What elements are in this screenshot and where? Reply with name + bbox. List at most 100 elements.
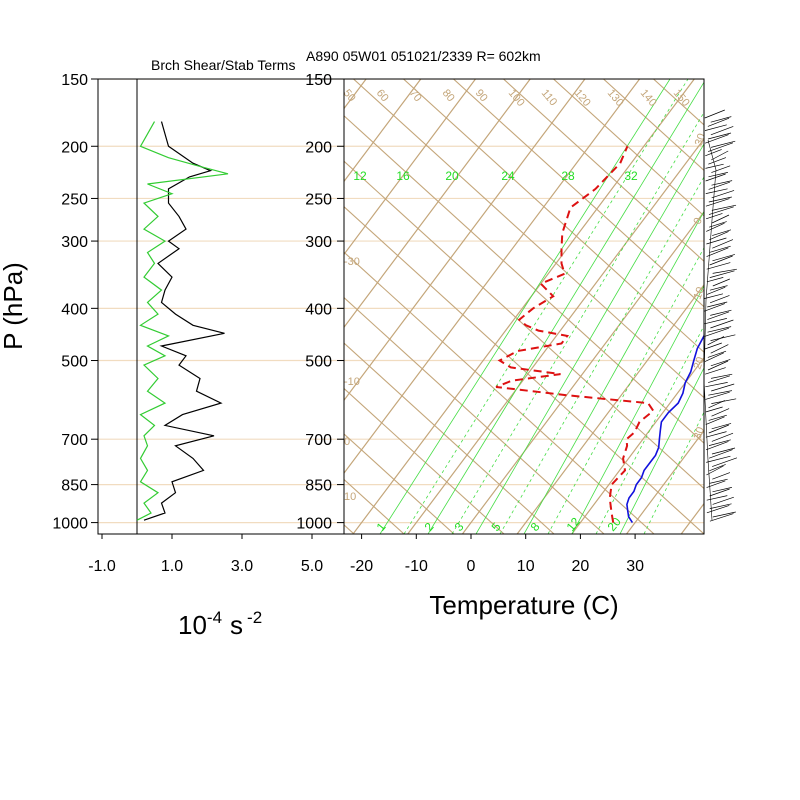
barb-staff-line	[703, 139, 717, 521]
wind-barb	[711, 423, 732, 430]
x-tick-label-left: 3.0	[231, 558, 253, 575]
wind-barb	[705, 188, 728, 194]
wind-barb	[712, 239, 734, 249]
mixing-ratio-bottom-label: 2	[422, 520, 437, 534]
wind-barb	[712, 254, 735, 262]
wind-barb	[706, 495, 728, 501]
wind-barb	[708, 424, 729, 434]
wind-barb	[709, 464, 726, 472]
wind-barb	[708, 157, 727, 165]
isotherm-line	[344, 79, 531, 329]
left-x-label-exp: -4	[207, 608, 222, 627]
wind-barb	[704, 109, 725, 119]
mixing-ratio-bottom-label: 1	[374, 520, 389, 534]
dry-adiabat-line	[0, 79, 254, 534]
wind-barb	[708, 172, 728, 178]
isotherm-line	[571, 356, 704, 534]
y-tick-label-left: 250	[61, 191, 88, 208]
mixing-ratio-line	[619, 366, 704, 534]
wind-barb	[712, 496, 734, 505]
wind-barb	[704, 318, 727, 325]
theta-label: 100	[506, 87, 527, 109]
isotherm-line	[0, 79, 311, 534]
wind-barb	[712, 457, 738, 467]
wind-barb	[707, 311, 730, 320]
wind-barb	[709, 488, 730, 497]
wind-barb	[705, 149, 722, 157]
isotherm-line	[0, 79, 202, 534]
wind-barb	[705, 198, 730, 207]
wind-barb	[705, 416, 725, 425]
wind-barb	[708, 439, 731, 446]
wind-barb	[711, 432, 734, 442]
isotherm-line	[0, 79, 257, 534]
x-tick-label-left: 5.0	[301, 558, 323, 575]
y-tick-label-right: 850	[305, 478, 332, 495]
wind-barb	[706, 277, 724, 283]
dry-adiabat-line	[344, 387, 505, 534]
mixing-ratio-line	[379, 79, 671, 534]
y-axis-label: P (hPa)	[0, 262, 28, 350]
x-tick-label-right: 10	[517, 558, 535, 575]
wind-barb	[705, 134, 729, 144]
wind-barb	[706, 237, 727, 245]
wind-barb	[705, 173, 726, 182]
wind-barb	[710, 359, 731, 367]
wind-barb	[706, 262, 731, 270]
wind-barb	[708, 142, 734, 152]
wind-barb	[706, 455, 731, 463]
wind-barb	[709, 503, 732, 509]
wind-barb	[710, 309, 732, 316]
wind-barb	[711, 180, 733, 186]
mixing-ratio-line	[427, 81, 704, 534]
theta-label: 70	[407, 87, 424, 104]
wind-barb	[709, 231, 729, 241]
wind-barb	[711, 383, 735, 392]
x-tick-label-right: 30	[626, 558, 644, 575]
wind-barb	[709, 449, 733, 459]
wind-barb	[709, 245, 731, 253]
isotherm-line	[461, 210, 704, 534]
isotherm-label: 0	[692, 216, 705, 226]
mixing-ratio-line	[523, 210, 704, 534]
wind-barb	[712, 511, 736, 518]
dry-adiabat-line	[344, 205, 704, 534]
wind-barb	[710, 116, 732, 123]
wind-barb	[705, 391, 730, 400]
panel-frames	[91, 78, 705, 539]
y-tick-label-left: 150	[61, 72, 88, 89]
wind-barb	[709, 478, 728, 484]
wind-barb	[711, 165, 731, 173]
right-panel-grid: 50 60 70 80 90 100 110 120 130 140 150-30-10010-30…	[0, 79, 705, 534]
wind-barb	[704, 342, 722, 350]
wind-barb	[711, 214, 730, 224]
mixing-ratio-line	[571, 284, 704, 534]
y-tick-label-left: 1000	[52, 516, 88, 533]
wind-barbs	[703, 109, 738, 522]
series-layer	[136, 121, 704, 524]
wind-barb	[705, 382, 728, 388]
isotherm-line	[344, 79, 641, 475]
wind-barb	[710, 140, 736, 148]
dry-adiabat-line	[344, 160, 704, 490]
right-panel-title: A890 05W01 051021/2339 R= 602km	[306, 48, 541, 64]
wind-barb	[709, 270, 735, 278]
wind-barb	[708, 414, 727, 421]
y-tick-label-right: 500	[305, 354, 332, 371]
isotherm-label: 10	[344, 491, 356, 503]
wind-barb	[707, 132, 732, 140]
wind-barb	[710, 344, 729, 354]
mixing-ratio-line	[547, 246, 704, 534]
isotherm-label: 0	[344, 436, 350, 448]
wind-barb	[707, 117, 730, 127]
right-x-axis-label: Temperature (C)	[429, 590, 618, 620]
wind-barb	[704, 293, 724, 299]
y-tick-label-left: 500	[61, 354, 88, 371]
wind-barb	[712, 229, 732, 236]
dry-adiabat-line	[353, 79, 704, 399]
series-shear	[143, 121, 225, 521]
wind-barb	[708, 375, 731, 383]
wind-barb	[707, 301, 728, 308]
wind-barb	[710, 373, 733, 379]
